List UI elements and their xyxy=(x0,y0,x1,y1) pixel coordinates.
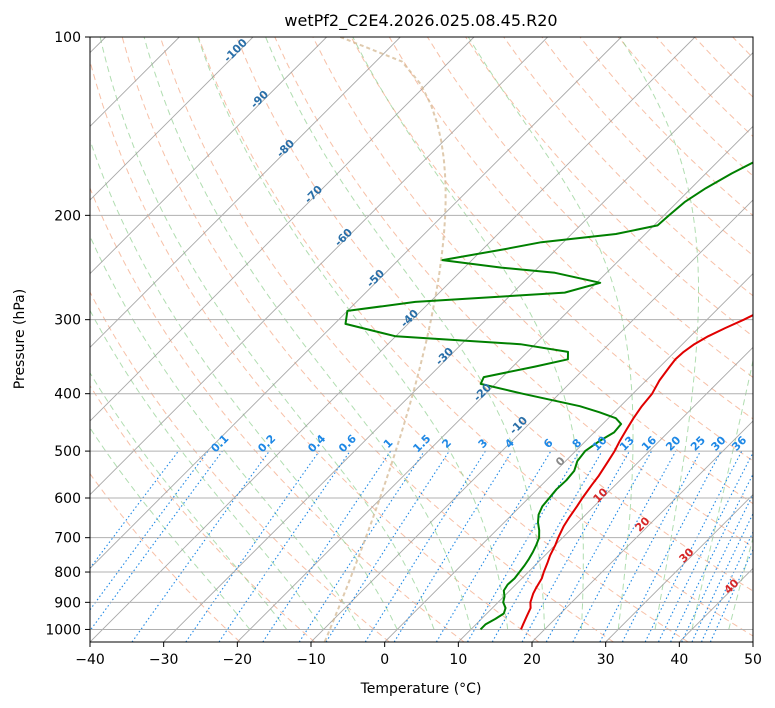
skew-isotherm xyxy=(90,37,696,642)
x-tick-label: 30 xyxy=(597,652,615,668)
mixing-ratio-line xyxy=(298,450,425,642)
moist-adiabat xyxy=(619,37,699,630)
x-tick-label: 20 xyxy=(523,652,541,668)
skew-isotherm xyxy=(90,37,622,569)
mixing-ratio-line xyxy=(131,450,270,642)
mixing-ratio-line xyxy=(644,450,743,642)
skew-isotherm xyxy=(90,37,327,275)
dry-adiabat xyxy=(350,37,753,462)
dry-adiabat xyxy=(274,37,753,548)
y-tick-label: 400 xyxy=(54,387,81,403)
skew-isotherm xyxy=(90,37,254,201)
skew-isotherm xyxy=(458,346,753,642)
dry-adiabat xyxy=(388,37,753,420)
y-tick-label: 100 xyxy=(54,30,81,46)
skew-isotherm xyxy=(531,420,753,642)
x-tick-label: 0 xyxy=(380,652,389,668)
mixing-ratio-line xyxy=(218,450,351,642)
mixing-ratio-line xyxy=(185,450,320,642)
mixing-ratio-line xyxy=(657,451,753,642)
y-tick-label: 300 xyxy=(54,313,81,329)
y-tick-label: 700 xyxy=(54,531,81,547)
y-tick-label: 200 xyxy=(54,208,81,224)
dry-adiabat xyxy=(90,291,390,642)
plot-frame xyxy=(89,36,754,643)
x-tick-label: −10 xyxy=(296,652,326,668)
dry-adiabat xyxy=(90,472,241,642)
x-tick-label: 50 xyxy=(744,652,762,668)
moist-adiabat xyxy=(90,427,251,630)
moist-adiabat xyxy=(197,37,509,630)
mixing-ratio-line xyxy=(393,450,513,642)
skew-isotherm xyxy=(90,37,548,496)
mixing-ratio-line xyxy=(262,450,392,642)
y-tick-label: 500 xyxy=(54,444,81,460)
series-group xyxy=(344,161,753,631)
x-tick-label: −40 xyxy=(75,652,105,668)
x-axis-label: Temperature (°C) xyxy=(360,681,482,697)
x-tick-label: −30 xyxy=(149,652,179,668)
y-tick-label: 900 xyxy=(54,595,81,611)
x-tick-label: −20 xyxy=(223,652,253,668)
dry-adiabat xyxy=(121,37,614,642)
moist-adiabat xyxy=(143,37,472,630)
moist-adiabat xyxy=(467,37,634,630)
y-tick-label: 1000 xyxy=(45,622,81,638)
mixing-ratio-line xyxy=(521,450,630,642)
temperature-line xyxy=(520,313,753,630)
dry-adiabat xyxy=(503,37,753,297)
moist-adiabat xyxy=(691,358,753,630)
dry-adiabat xyxy=(426,37,753,378)
moist-adiabat xyxy=(352,37,584,630)
mixing-ratio-line xyxy=(545,450,653,642)
moist-adiabat xyxy=(90,235,361,630)
y-tick-label: 600 xyxy=(54,491,81,507)
mixing-ratio-line xyxy=(325,450,450,642)
x-tick-label: 40 xyxy=(670,652,688,668)
x-axis-ticks: −40 −30 −20 −10 0 10 20 30 40 50 xyxy=(75,642,762,668)
moist-adiabat xyxy=(265,37,546,630)
moist-adiabat xyxy=(90,138,398,630)
dry-adiabat xyxy=(90,59,540,642)
skew-isotherm xyxy=(310,199,753,642)
tan-curve xyxy=(323,37,447,642)
skew-isotherm xyxy=(384,273,753,642)
moist-adiabat xyxy=(728,536,753,630)
mixing-ratio-line xyxy=(90,450,179,570)
skew-isotherm xyxy=(237,125,753,642)
moist-adiabat xyxy=(99,37,435,630)
mixing-ratio-line xyxy=(572,450,677,642)
y-tick-label: 800 xyxy=(54,565,81,581)
moist-adiabat xyxy=(90,371,288,630)
chart-title: wetPf2_C2E4.2026.025.08.45.R20 xyxy=(284,11,557,31)
dry-adiabat xyxy=(90,384,316,642)
dry-adiabat xyxy=(159,37,689,642)
skew-isotherm xyxy=(605,494,753,642)
dry-adiabat xyxy=(312,37,753,505)
dry-adiabat xyxy=(465,37,753,338)
skew-isotherm xyxy=(90,37,401,348)
skew-isotherm xyxy=(163,52,753,642)
dewpoint-line xyxy=(344,161,753,631)
skew-isotherm xyxy=(90,37,475,422)
moist-adiabat xyxy=(90,309,324,630)
y-axis-label: Pressure (hPa) xyxy=(12,289,28,389)
x-tick-label: 10 xyxy=(449,652,467,668)
mixing-ratio-line xyxy=(90,450,209,611)
dry-adiabat xyxy=(236,37,753,592)
mixing-ratio-line xyxy=(670,473,753,642)
background-lines xyxy=(90,37,753,642)
y-axis-ticks: 100 200 300 400 500 600 700 800 900 1000 xyxy=(45,30,90,638)
mixing-ratio-line xyxy=(90,450,223,632)
dry-adiabat xyxy=(90,186,465,642)
